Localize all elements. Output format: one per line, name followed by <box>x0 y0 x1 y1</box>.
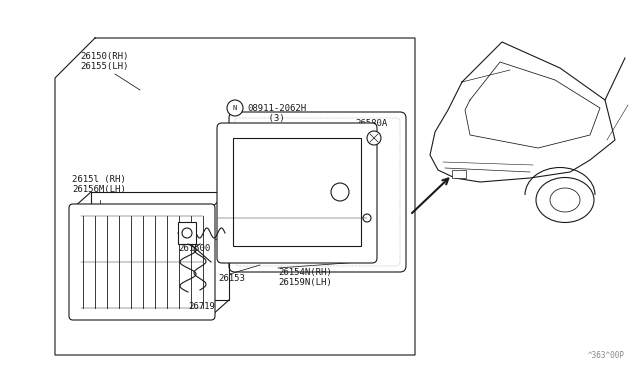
Circle shape <box>227 100 243 116</box>
Circle shape <box>182 228 192 238</box>
Circle shape <box>367 131 381 145</box>
Text: 26719: 26719 <box>188 302 215 311</box>
Text: 08911-2062H
    (3): 08911-2062H (3) <box>247 104 306 124</box>
FancyBboxPatch shape <box>69 204 215 320</box>
Circle shape <box>363 214 371 222</box>
Text: 26580A: 26580A <box>355 119 387 128</box>
Polygon shape <box>178 222 196 244</box>
Text: 26153: 26153 <box>218 274 245 283</box>
Text: 26154N(RH)
26159N(LH): 26154N(RH) 26159N(LH) <box>278 268 332 288</box>
Text: N: N <box>233 105 237 111</box>
FancyBboxPatch shape <box>217 123 377 263</box>
Bar <box>452 170 466 178</box>
Ellipse shape <box>550 188 580 212</box>
Text: 261500: 261500 <box>178 244 211 253</box>
FancyBboxPatch shape <box>229 112 406 272</box>
Circle shape <box>331 183 349 201</box>
Text: 2615l (RH)
26156M(LH): 2615l (RH) 26156M(LH) <box>72 174 125 194</box>
Ellipse shape <box>536 177 594 222</box>
Text: 26150(RH)
26155(LH): 26150(RH) 26155(LH) <box>80 52 129 71</box>
Bar <box>233 138 361 246</box>
Text: ^363^00P: ^363^00P <box>588 351 625 360</box>
